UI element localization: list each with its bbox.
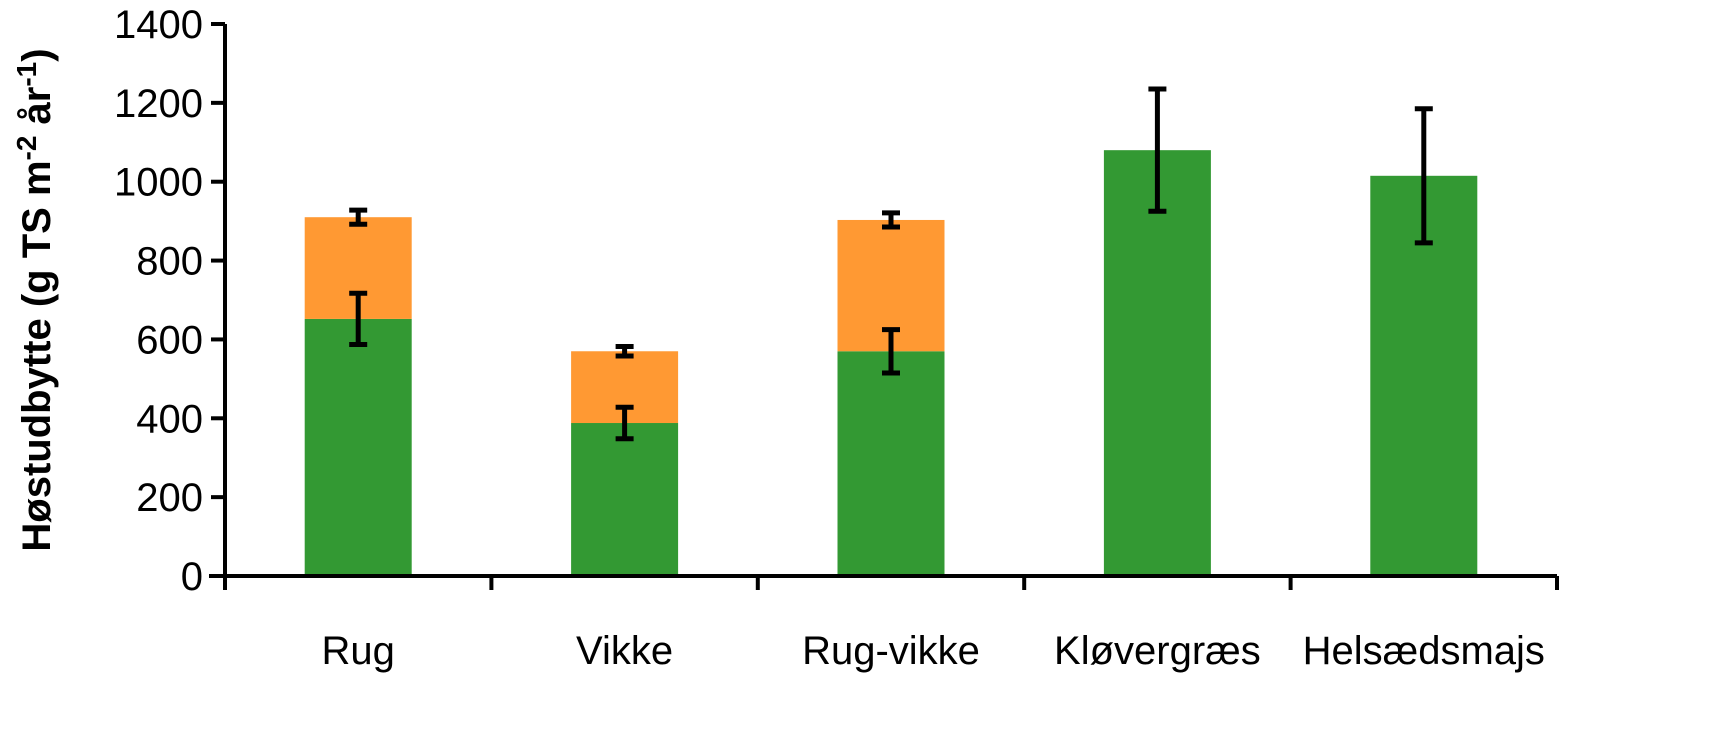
axes-layer — [209, 24, 1557, 578]
bar-kløvergræs-series-1 — [1103, 150, 1211, 576]
x-category-label-helsædsmajs: Helsædsmajs — [1303, 629, 1545, 673]
error-bar-vikke-series-2 — [615, 344, 634, 359]
y-axis-title: Høstudbytte (g TS m-2 år-1) — [11, 48, 59, 551]
error-bar-rug-series-1 — [349, 290, 368, 348]
error-bar-helsædsmajs-series-1 — [1414, 106, 1433, 246]
y-axis-title-end: ) — [15, 48, 59, 61]
error-bar-vikke-series-1 — [615, 404, 634, 442]
y-tick-label-0: 0 — [181, 555, 203, 599]
y-tick-label-800: 800 — [136, 240, 203, 284]
error-bar-rug-series-2 — [349, 207, 368, 227]
y-axis-title-sup2: -1 — [11, 62, 42, 87]
y-ticks-layer: 0 200 400 600 800 1000 1200 1400 — [114, 3, 225, 599]
bars-layer — [304, 150, 1478, 577]
error-bars-layer — [349, 86, 1433, 442]
y-axis-title-sup1: -2 — [11, 136, 42, 161]
y-tick-label-1200: 1200 — [114, 82, 203, 126]
y-axis-title-main: Høstudbytte (g TS m — [15, 160, 59, 551]
y-tick-label-1400: 1400 — [114, 3, 203, 47]
x-category-label-rug-vikke: Rug-vikke — [802, 629, 980, 673]
error-bar-kløvergræs-series-1 — [1148, 86, 1167, 214]
category-labels-layer: Rug Vikke Rug-vikke Kløvergræs Helsædsmajs — [322, 629, 1545, 673]
bar-rug-series-1 — [304, 318, 412, 576]
y-tick-label-600: 600 — [136, 318, 203, 362]
x-ticks-layer — [223, 576, 1559, 590]
y-axis-title-middle: år — [15, 87, 59, 136]
x-category-label-rug: Rug — [322, 629, 395, 673]
y-tick-label-200: 200 — [136, 476, 203, 520]
y-tick-label-1000: 1000 — [114, 161, 203, 205]
x-category-label-vikke: Vikke — [576, 629, 673, 673]
bar-vikke-series-1 — [571, 423, 679, 576]
y-tick-label-400: 400 — [136, 397, 203, 441]
error-bar-rug-vikke-series-2 — [882, 210, 900, 230]
error-bar-rug-vikke-series-1 — [882, 327, 900, 376]
bar-rug-vikke-series-1 — [837, 351, 945, 576]
x-category-label-kløvergræs: Kløvergræs — [1054, 629, 1261, 673]
